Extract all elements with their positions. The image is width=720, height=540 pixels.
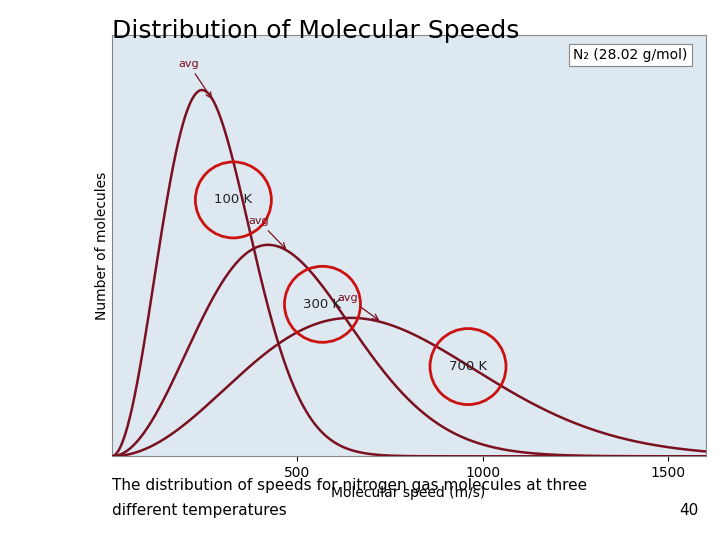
Text: 100 K: 100 K bbox=[215, 193, 253, 206]
X-axis label: Molecular speed (m/s): Molecular speed (m/s) bbox=[331, 485, 486, 500]
Text: avg: avg bbox=[248, 216, 285, 248]
FancyBboxPatch shape bbox=[112, 35, 706, 456]
Y-axis label: Number of molecules: Number of molecules bbox=[95, 172, 109, 320]
Text: N₂ (28.02 g/mol): N₂ (28.02 g/mol) bbox=[573, 48, 688, 62]
Text: 40: 40 bbox=[679, 503, 698, 518]
Text: avg: avg bbox=[178, 59, 212, 98]
Text: different temperatures: different temperatures bbox=[112, 503, 287, 518]
Text: 700 K: 700 K bbox=[449, 360, 487, 373]
Text: 300 K: 300 K bbox=[303, 298, 341, 311]
Text: The distribution of speeds for nitrogen gas molecules at three: The distribution of speeds for nitrogen … bbox=[112, 478, 587, 493]
Text: avg: avg bbox=[338, 293, 378, 320]
Text: Distribution of Molecular Speeds: Distribution of Molecular Speeds bbox=[112, 19, 519, 43]
